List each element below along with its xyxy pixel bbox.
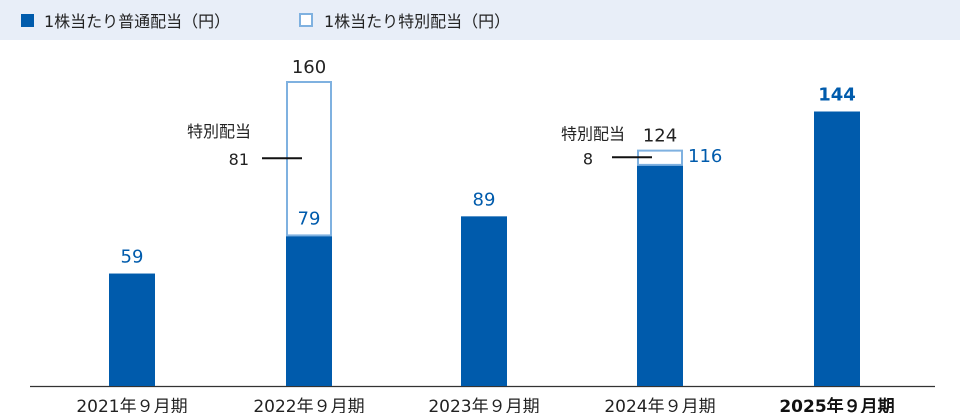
value-label-regular: 79 [298,208,321,229]
legend-band [0,0,960,40]
x-tick-label: 2024年９月期 [604,397,715,413]
bar-regular [461,216,507,386]
plot-area: 59 2021年９月期 160 79 81 特別配当 2022年９月期 89 2023年９月期 1… [30,57,935,413]
special-annotation-label: 特別配当 [187,122,251,141]
value-label-regular: 59 [121,247,144,268]
special-value-label: 81 [229,150,249,169]
bar-regular [286,235,332,386]
total-label: 160 [292,57,326,78]
total-label: 124 [643,126,677,147]
value-label-regular: 144 [818,85,856,106]
special-annotation-label: 特別配当 [561,124,625,143]
bar-regular [814,111,860,386]
legend-label-regular: 1株当たり普通配当（円） [44,12,230,31]
x-tick-label: 2023年９月期 [428,397,539,413]
x-tick-label: 2025年９月期 [779,396,894,413]
bar-regular [109,273,155,386]
x-tick-label: 2022年９月期 [253,397,364,413]
special-value-label: 8 [583,149,593,168]
x-tick-label: 2021年９月期 [76,397,187,413]
legend-swatch-regular [21,14,34,27]
legend-swatch-special [299,13,313,27]
legend-label-special: 1株当たり特別配当（円） [324,12,510,31]
bar-regular [637,164,683,386]
value-label-regular: 89 [473,189,496,210]
value-label-regular: 116 [688,146,722,167]
